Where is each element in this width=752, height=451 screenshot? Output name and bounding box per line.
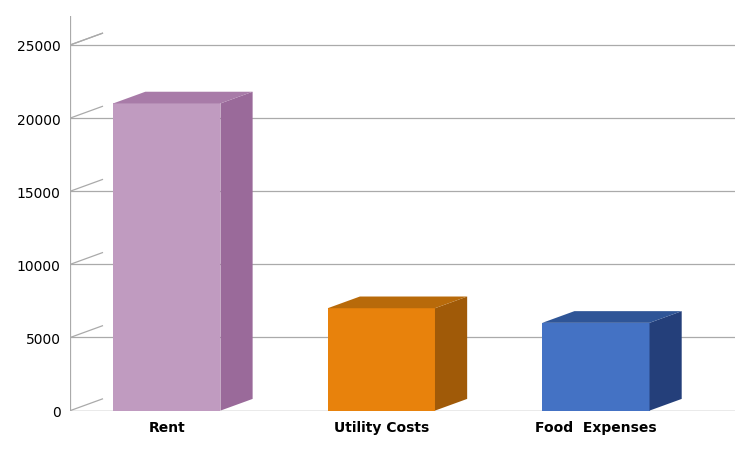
Polygon shape [328,308,435,411]
Polygon shape [650,312,682,411]
Polygon shape [328,297,467,308]
Polygon shape [542,312,682,323]
Polygon shape [113,104,220,411]
Polygon shape [435,297,467,411]
Polygon shape [113,92,253,104]
Polygon shape [220,92,253,411]
Polygon shape [542,323,650,411]
